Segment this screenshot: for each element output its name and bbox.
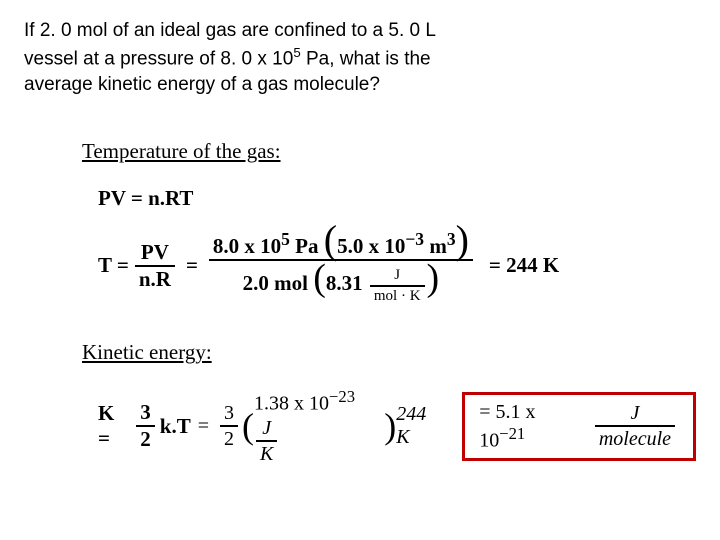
- frac-num-pv: PV: [137, 240, 173, 265]
- T-equals: T =: [98, 253, 129, 278]
- problem-statement: If 2. 0 mol of an ideal gas are confined…: [24, 18, 696, 97]
- kinetic-energy-calculation: K = 3 2 k.T = 3 2 ( 1.38 x 10−23 J K ) 2…: [98, 387, 696, 466]
- frac-den-nr: n.R: [135, 267, 175, 292]
- frac-3-2: 3 2: [136, 400, 155, 452]
- equals-2: =: [191, 415, 216, 438]
- ideal-gas-law: PV = n.RT: [98, 186, 696, 211]
- temp-value: 244 K: [396, 403, 444, 449]
- kinetic-energy-heading: Kinetic energy:: [82, 340, 696, 365]
- K-equals: K =: [98, 401, 131, 451]
- boltzmann: 1.38 x 10−23 J K: [254, 387, 384, 466]
- temp-result: = 244 K: [477, 253, 559, 278]
- answer-value: = 5.1 x 10−21: [479, 401, 585, 453]
- temp-numerator: 8.0 x 105 Pa (5.0 x 10−3 m3): [209, 225, 473, 259]
- frac-pv-nr: PV n.R: [135, 240, 175, 292]
- temperature-heading: Temperature of the gas:: [82, 139, 696, 164]
- problem-line2a: vessel at a pressure of 8. 0 x 10: [24, 48, 293, 69]
- kT: k.T: [160, 414, 191, 439]
- problem-line2b: Pa, what is the: [301, 48, 431, 69]
- frac-3-2-b: 3 2: [220, 401, 238, 451]
- final-answer-box: = 5.1 x 10−21 J molecule: [462, 392, 696, 462]
- problem-superscript: 5: [293, 45, 300, 60]
- problem-line1: If 2. 0 mol of an ideal gas are confined…: [24, 20, 436, 41]
- problem-line3: average kinetic energy of a gas molecule…: [24, 74, 380, 95]
- eq-pv-nrt: PV = n.RT: [98, 186, 193, 211]
- temp-denominator: 2.0 mol (8.31 J mol · K ): [239, 261, 444, 306]
- temperature-calculation: T = PV n.R = 8.0 x 105 Pa (5.0 x 10−3 m3…: [98, 225, 696, 306]
- frac-numeric-temp: 8.0 x 105 Pa (5.0 x 10−3 m3) 2.0 mol (8.…: [209, 225, 473, 306]
- equals-1: =: [179, 253, 205, 278]
